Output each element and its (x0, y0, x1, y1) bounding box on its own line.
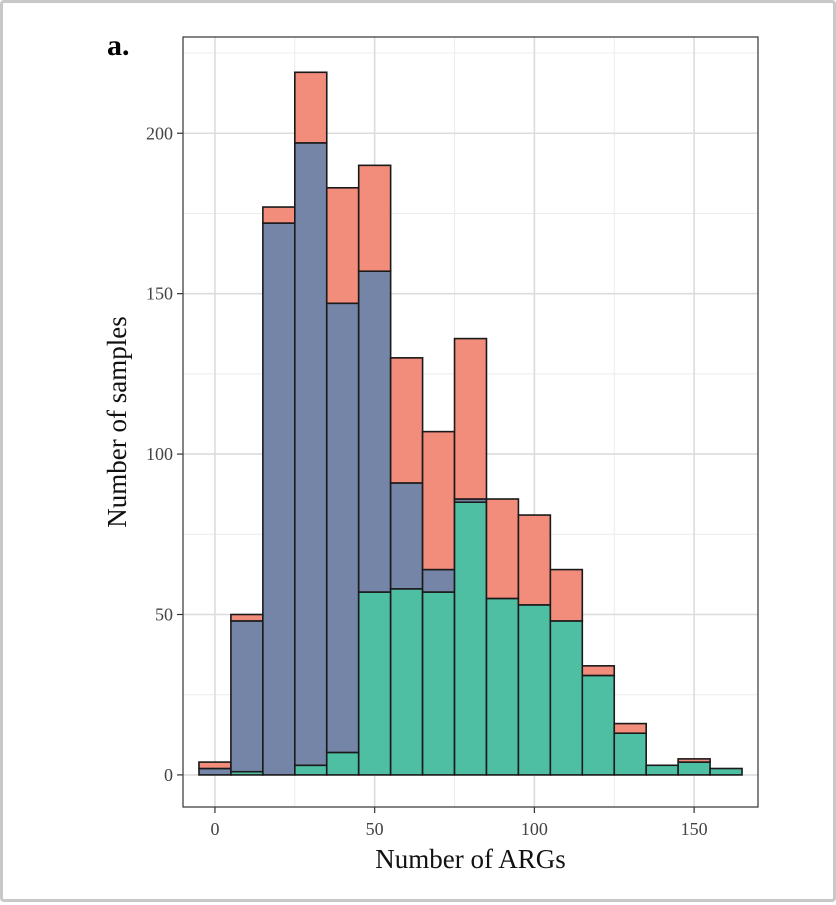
bar-segment-series-1 (230, 620, 264, 773)
x-tick-label: 0 (210, 819, 219, 839)
bar-segment-series-0 (485, 597, 520, 776)
bar-segment-series-1 (262, 222, 296, 776)
bar-segment-series-0 (389, 588, 424, 776)
bar-segment-series-2 (294, 71, 328, 144)
bar-segment-series-2 (389, 357, 424, 484)
bar-segment-series-0 (549, 620, 584, 776)
bar-segment-series-0 (613, 732, 647, 776)
bar-layer (198, 71, 743, 776)
bar-segment-series-0 (517, 604, 552, 776)
bar-segment-series-0 (645, 764, 679, 776)
y-tick-label: 150 (146, 284, 173, 304)
bar-segment-series-2 (357, 164, 392, 273)
bar-segment-series-1 (198, 767, 232, 776)
bar-segment-series-1 (294, 142, 328, 767)
bar-segment-series-0 (421, 591, 456, 776)
bar-segment-series-0 (709, 767, 743, 776)
x-axis-title: Number of ARGs (375, 844, 566, 874)
bar-segment-series-0 (294, 764, 328, 776)
bar-segment-series-2 (549, 568, 584, 622)
panel-border (182, 36, 759, 808)
y-tick-label: 200 (146, 123, 173, 143)
y-axis-title: Number of samples (102, 316, 132, 527)
bar-segment-series-1 (421, 568, 456, 593)
tick-layer: 0 50 100 150 0 50 100 150 200 (146, 123, 708, 839)
bar-segment-series-2 (517, 514, 552, 606)
y-tick-label: 0 (164, 765, 173, 785)
bar-segment-series-2 (613, 722, 647, 735)
bar-segment-series-2 (262, 206, 296, 224)
panel-label: a. (107, 29, 130, 62)
x-tick-label: 100 (521, 819, 548, 839)
bar-segment-series-1 (325, 302, 360, 754)
bar-segment-series-2 (581, 665, 616, 677)
x-tick-label: 150 (681, 819, 708, 839)
y-tick-label: 100 (146, 444, 173, 464)
bar-segment-series-2 (198, 761, 232, 770)
bar-segment-series-0 (357, 591, 392, 776)
bar-segment-series-0 (325, 751, 360, 776)
bar-segment-series-2 (453, 337, 488, 500)
bar-segment-series-2 (230, 613, 264, 622)
bar-segment-series-1 (357, 270, 392, 593)
bar-segment-series-2 (485, 498, 520, 600)
x-tick-label: 50 (366, 819, 384, 839)
bar-segment-series-2 (421, 430, 456, 571)
bar-segment-series-0 (453, 501, 488, 776)
bar-segment-series-2 (677, 758, 711, 763)
bar-segment-series-0 (677, 761, 711, 776)
bar-segment-series-0 (581, 674, 616, 776)
bar-segment-series-1 (389, 482, 424, 590)
bar-segment-series-2 (325, 186, 360, 305)
y-tick-label: 50 (155, 605, 173, 625)
